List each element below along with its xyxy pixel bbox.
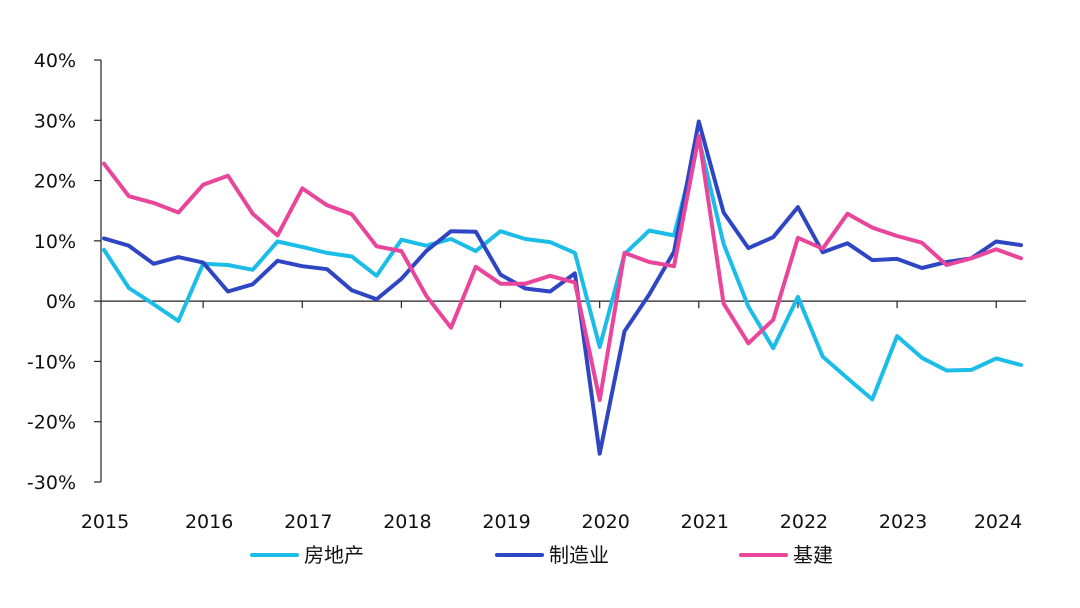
series-lines [102, 119, 1023, 456]
legend-label: 房地产 [304, 543, 364, 567]
x-tick-label: 2018 [383, 511, 431, 533]
legend-label: 基建 [793, 543, 833, 567]
x-tick-label: 2017 [284, 511, 332, 533]
x-tick-label: 2023 [879, 511, 927, 533]
series-line-3 [102, 134, 1023, 402]
y-axis-tick-labels: 40% 30% 20% 10% 0% -10% -20% -30% [27, 50, 76, 494]
series-line-2 [102, 119, 1023, 456]
x-tick-label: 2016 [185, 511, 233, 533]
x-tick-label: 2020 [581, 511, 629, 533]
legend: 房地产 制造业 基建 [250, 543, 833, 567]
x-tick-label: 2015 [81, 511, 129, 533]
y-tick-label: -30% [27, 472, 76, 494]
y-tick-label: 20% [34, 171, 76, 193]
legend-label: 制造业 [549, 543, 609, 567]
y-tick-label: 30% [34, 110, 76, 132]
x-axis-tick-labels: 2015 2016 2017 2018 2019 2020 2021 2022 2023 2024 [81, 511, 1022, 533]
y-tick-label: -20% [27, 412, 76, 434]
x-tick-label: 2022 [780, 511, 828, 533]
y-tick-label: -10% [27, 351, 76, 373]
y-tick-label: 10% [34, 231, 76, 253]
axes [94, 59, 1026, 483]
y-tick-label: 0% [46, 291, 76, 313]
series-line-1 [102, 136, 1023, 402]
y-tick-label: 40% [34, 50, 76, 72]
x-tick-label: 2021 [681, 511, 729, 533]
x-tick-label: 2024 [974, 511, 1022, 533]
x-tick-label: 2019 [482, 511, 530, 533]
